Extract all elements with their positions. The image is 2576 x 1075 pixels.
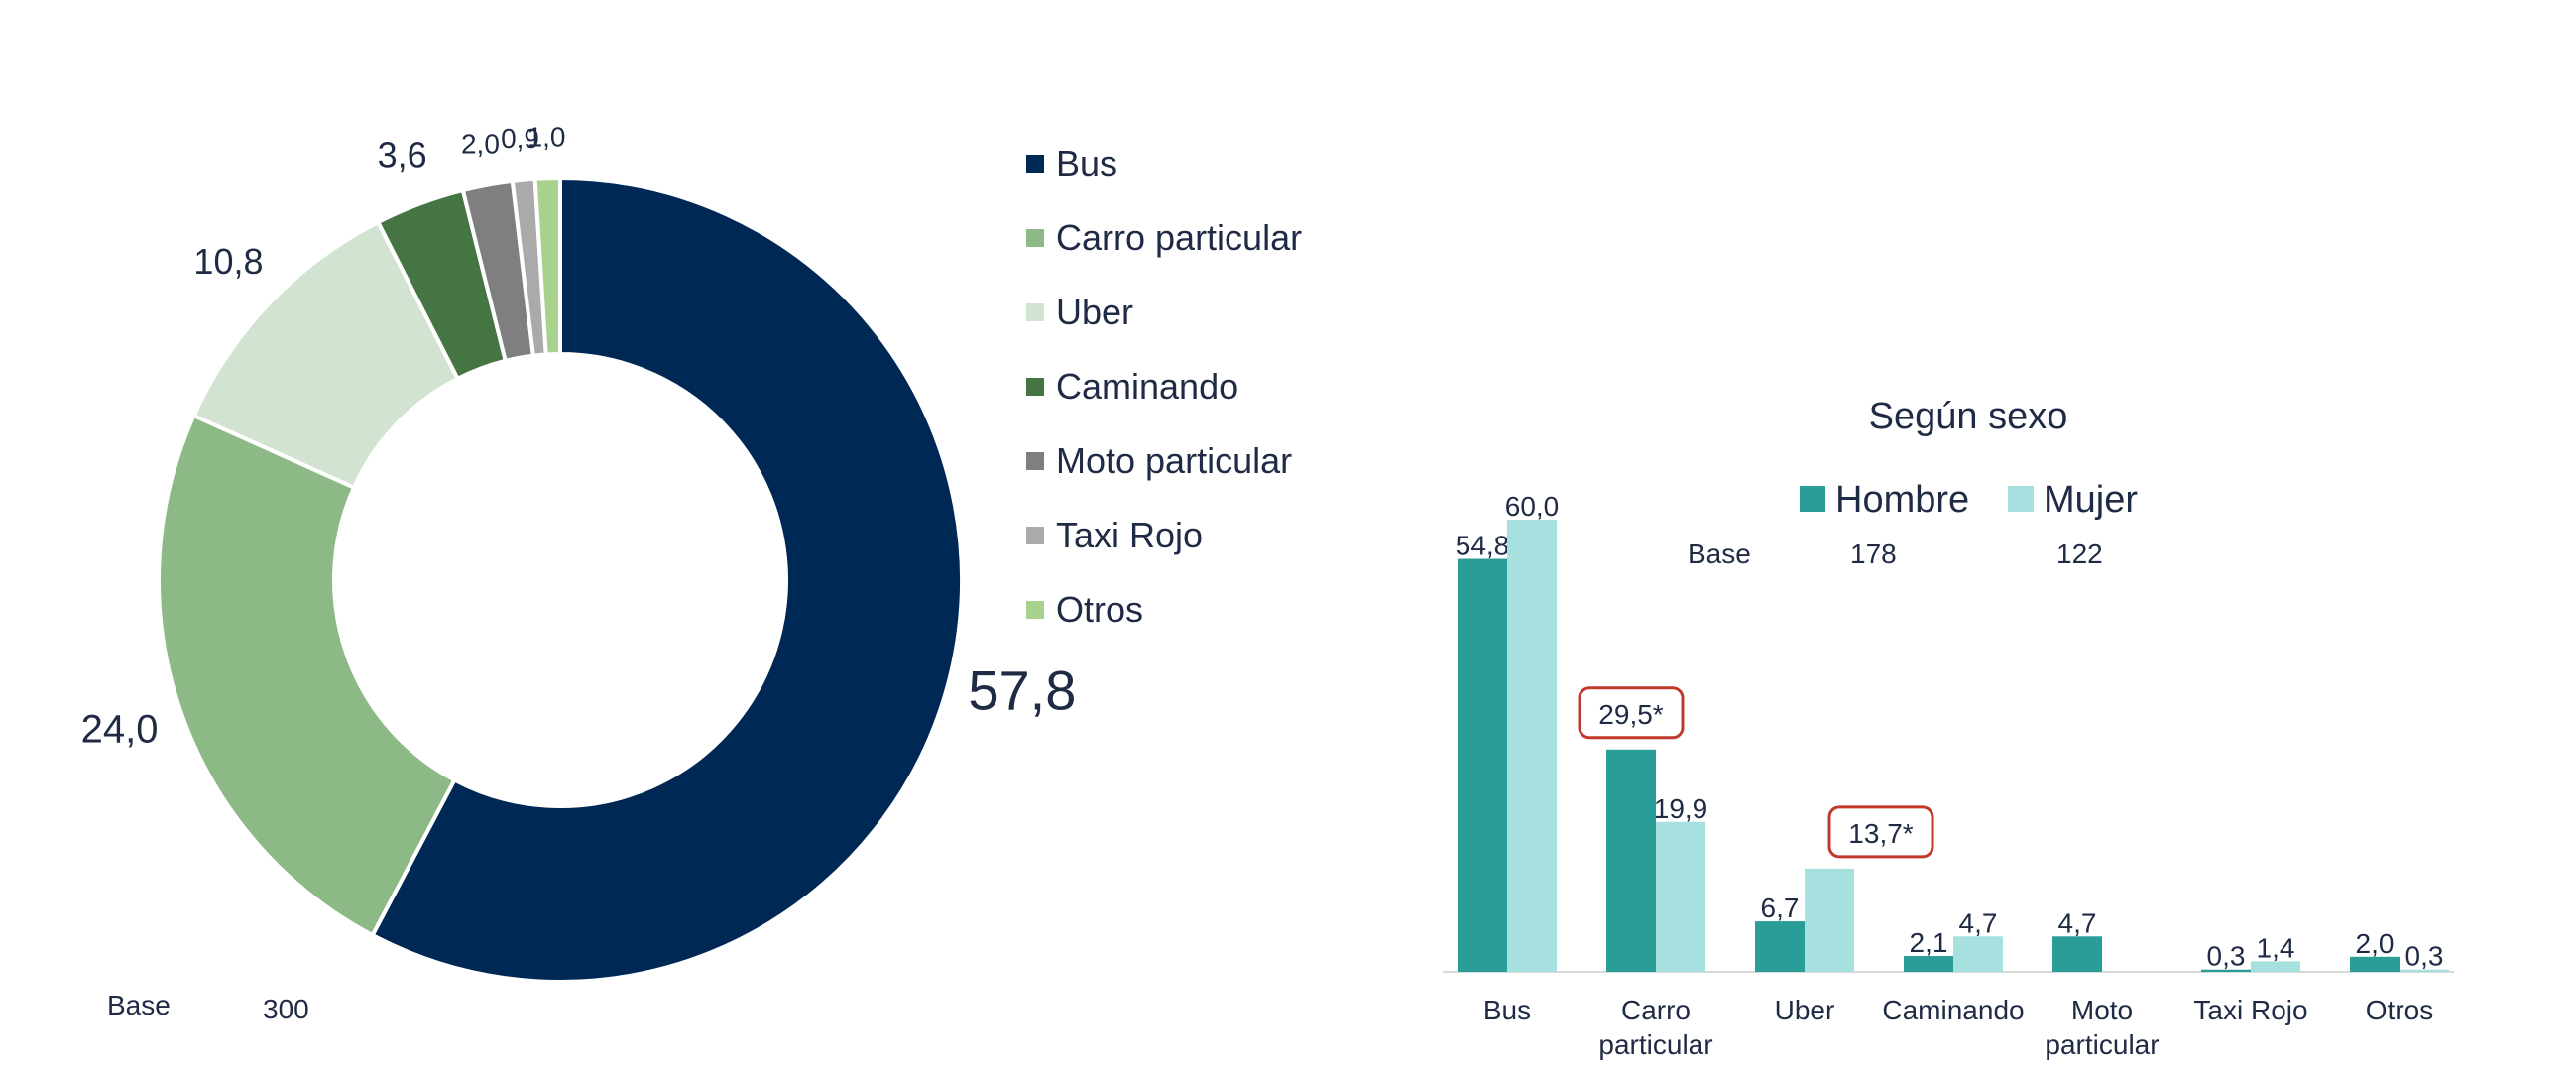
x-tick-label-otros: Otros	[2366, 995, 2433, 1025]
value-label-hombre-otros: 2,0	[2356, 928, 2395, 959]
legend-swatch-otros	[1026, 601, 1044, 619]
bar-hombre-taxi-rojo	[2201, 969, 2251, 972]
value-label-hombre-taxi-rojo: 0,3	[2207, 941, 2246, 972]
bar-mujer-taxi-rojo	[2251, 961, 2300, 972]
value-label-mujer-caminando: 4,7	[1959, 907, 1998, 938]
legend-swatch-carro-particular	[1026, 229, 1044, 247]
donut-value-label-otros: 1,0	[527, 122, 566, 153]
value-label-hombre-moto-particular: 4,7	[2058, 907, 2097, 938]
bar-mujer-uber	[1805, 868, 1854, 972]
highlight-box-hombre-carro-particular	[1578, 686, 1685, 740]
donut-slice-carro-particular	[157, 413, 458, 938]
x-tick-label-uber: Uber	[1775, 995, 1835, 1025]
value-label-hombre-bus: 54,8	[1456, 531, 1510, 561]
donut-value-label-uber: 10,8	[193, 241, 263, 282]
donut-legend: Bus Carro particular Uber Caminando Moto par…	[1026, 143, 1302, 630]
legend-label-caminando: Caminando	[1056, 366, 1238, 407]
donut-value-label-moto-particular: 2,0	[461, 129, 500, 160]
bar-chart: 54,8 60,0 Bus 29,5* 19,9 Carro particular 6,7 13…	[1443, 491, 2454, 1060]
legend-label-mujer: Mujer	[2044, 479, 2138, 521]
x-tick-label-carro-particular: particular	[1598, 1029, 1712, 1060]
bar-mujer-caminando	[1953, 936, 2003, 972]
legend-swatch-caminando	[1026, 378, 1044, 396]
donut-base-value: 300	[263, 994, 309, 1024]
bar-base-value-hombre: 178	[1850, 538, 1897, 569]
x-tick-label-carro-particular: Carro	[1621, 995, 1691, 1025]
bar-hombre-bus	[1458, 558, 1507, 972]
bar-hombre-uber	[1755, 921, 1805, 972]
bar-base-label: Base	[1688, 538, 1751, 569]
x-tick-label-moto-particular: particular	[2045, 1029, 2159, 1060]
legend-swatch-uber	[1026, 303, 1044, 321]
value-label-mujer-carro-particular: 19,9	[1654, 793, 1708, 824]
legend-swatch-taxi-rojo	[1026, 527, 1044, 544]
value-label-hombre-uber: 6,7	[1761, 893, 1800, 923]
bar-hombre-otros	[2350, 956, 2400, 972]
donut-value-label-taxi-rojo: 0,9	[501, 123, 539, 154]
value-label-mujer-bus: 60,0	[1505, 491, 1560, 522]
bar-base-value-mujer: 122	[2056, 538, 2103, 569]
x-tick-label-caminando: Caminando	[1882, 995, 2024, 1025]
highlight-box-mujer-uber	[1827, 805, 1934, 859]
bar-legend: Hombre Mujer	[1800, 479, 2138, 521]
bar-hombre-caminando	[1904, 956, 1953, 972]
legend-label-hombre: Hombre	[1835, 479, 1969, 521]
legend-label-moto-particular: Moto particular	[1056, 440, 1292, 481]
value-label-hombre-carro-particular: 29,5*	[1598, 699, 1663, 730]
legend-label-carro-particular: Carro particular	[1056, 217, 1302, 258]
donut-chart: 57,8 24,0 10,8 3,6 2,0 0,91,0	[81, 122, 1076, 984]
donut-value-label-carro-particular: 24,0	[81, 707, 159, 751]
bar-hombre-moto-particular	[2052, 936, 2102, 972]
bar-mujer-otros	[2400, 969, 2449, 972]
donut-base-label: Base	[107, 990, 171, 1020]
value-label-mujer-taxi-rojo: 1,4	[2257, 932, 2295, 963]
legend-swatch-moto-particular	[1026, 452, 1044, 470]
legend-label-uber: Uber	[1056, 292, 1133, 332]
value-label-hombre-caminando: 2,1	[1910, 927, 1948, 958]
legend-swatch-bus	[1026, 155, 1044, 173]
legend-swatch-mujer	[2008, 486, 2034, 512]
legend-label-bus: Bus	[1056, 143, 1117, 183]
x-tick-label-moto-particular: Moto	[2071, 995, 2133, 1025]
donut-slice-otros	[532, 176, 562, 357]
legend-label-otros: Otros	[1056, 589, 1143, 630]
bar-mujer-bus	[1507, 520, 1557, 972]
value-label-mujer-uber: 13,7*	[1848, 818, 1913, 849]
bar-mujer-carro-particular	[1656, 821, 1705, 972]
legend-swatch-hombre	[1800, 486, 1825, 512]
bar-chart-title: Según sexo	[1869, 396, 2068, 437]
x-tick-label-bus: Bus	[1483, 995, 1531, 1025]
x-tick-label-taxi-rojo: Taxi Rojo	[2193, 995, 2307, 1025]
donut-slice-bus	[369, 176, 964, 984]
value-label-mujer-otros: 0,3	[2405, 941, 2444, 972]
bar-hombre-carro-particular	[1606, 749, 1656, 972]
donut-value-label-caminando: 3,6	[378, 134, 427, 175]
donut-value-label-bus: 57,8	[968, 658, 1076, 721]
legend-label-taxi-rojo: Taxi Rojo	[1056, 515, 1203, 555]
